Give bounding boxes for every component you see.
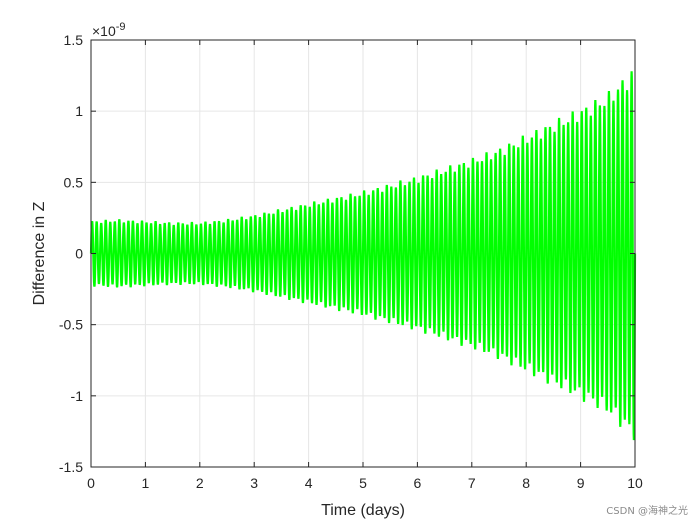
x-tick-label: 10 [627, 475, 643, 491]
x-tick-label: 8 [522, 475, 530, 491]
y-tick-label: 0.5 [64, 174, 84, 190]
y-tick-label: -1.5 [59, 459, 83, 475]
y-exponent-label: ×10-9 [92, 21, 126, 39]
x-tick-label: 6 [414, 475, 422, 491]
x-tick-label: 0 [87, 475, 95, 491]
y-tick-label: -1 [71, 388, 84, 404]
x-tick-label: 2 [196, 475, 204, 491]
axis-ticks [90, 39, 636, 468]
y-tick-label: 1 [75, 103, 83, 119]
series-line [89, 71, 637, 441]
y-tick-labels: -1.5 -1 -0.5 0 0.5 1 1.5 [59, 32, 83, 475]
y-multiplier: ×10 [92, 23, 116, 39]
x-tick-label: 5 [359, 475, 367, 491]
x-tick-labels: 0 1 2 3 4 5 6 7 8 9 10 [87, 475, 643, 491]
y-exponent: -9 [116, 21, 126, 33]
y-tick-label: 0 [75, 246, 83, 262]
watermark: CSDN @海神之光 [606, 506, 688, 517]
y-tick-label: -0.5 [59, 317, 83, 333]
x-tick-label: 3 [250, 475, 258, 491]
plot-area [89, 71, 637, 441]
x-tick-label: 7 [468, 475, 476, 491]
x-tick-label: 9 [577, 475, 585, 491]
x-axis-label: Time (days) [321, 502, 405, 519]
x-tick-label: 4 [305, 475, 313, 491]
y-axis-label: Difference in Z [31, 201, 48, 305]
y-tick-label: 1.5 [64, 32, 84, 48]
x-tick-label: 1 [142, 475, 150, 491]
